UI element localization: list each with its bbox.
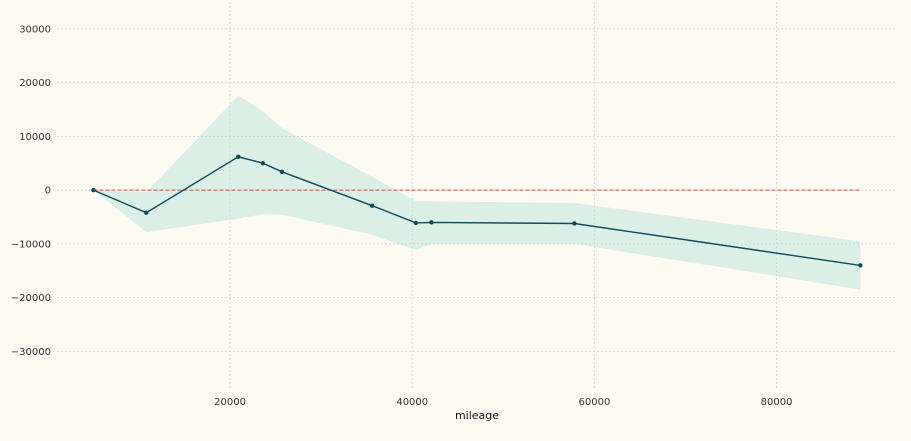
y-tick-label: 20000 xyxy=(19,78,51,89)
y-tick-label: −10000 xyxy=(11,239,51,250)
y-tick-label: −30000 xyxy=(11,347,51,358)
x-tick-label: 80000 xyxy=(761,397,793,408)
series-layer xyxy=(91,154,863,268)
y-tick-label: 0 xyxy=(45,186,51,197)
data-point xyxy=(279,169,285,175)
data-point xyxy=(144,210,149,215)
x-tick-label: 20000 xyxy=(214,397,246,408)
data-point xyxy=(91,187,96,193)
confidence-band-layer xyxy=(93,95,861,290)
y-tick-label: −20000 xyxy=(11,293,51,304)
data-point xyxy=(236,154,241,159)
series-line xyxy=(93,156,861,267)
tick-labels: −30000 −20000 −10000 0 10000 20000 30000 20000 4… xyxy=(11,24,793,408)
data-point xyxy=(413,220,419,226)
data-point xyxy=(369,203,375,208)
y-tick-label: 10000 xyxy=(19,132,51,143)
data-point xyxy=(572,221,577,226)
x-tick-label: 60000 xyxy=(579,397,611,408)
data-point xyxy=(429,220,434,225)
confidence-band xyxy=(93,95,861,290)
x-axis-label: mileage xyxy=(455,409,499,422)
data-point xyxy=(858,263,863,268)
data-point xyxy=(260,161,266,166)
x-tick-label: 40000 xyxy=(396,397,428,408)
y-tick-label: 30000 xyxy=(19,24,51,35)
